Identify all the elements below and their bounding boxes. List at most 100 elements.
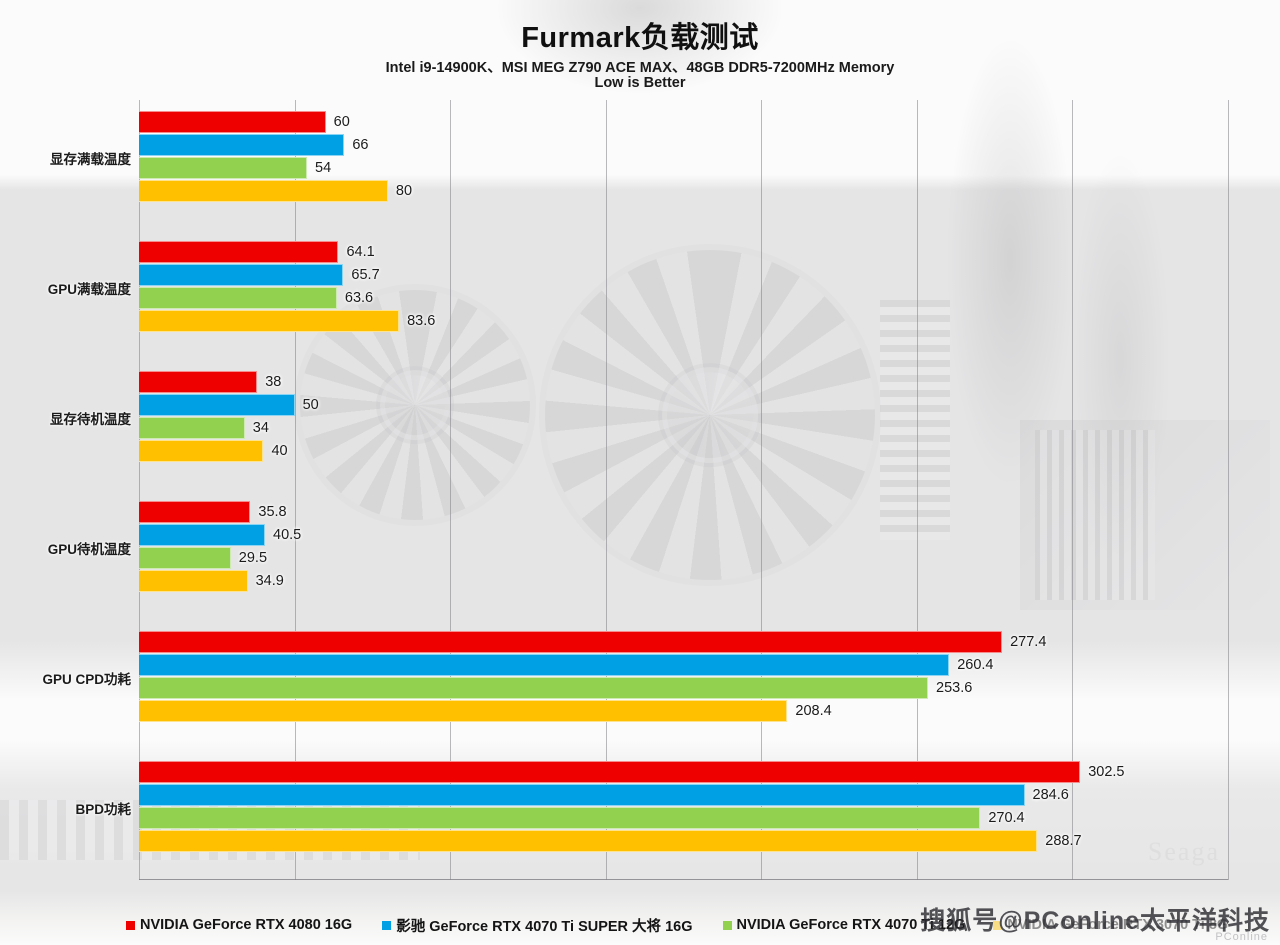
- bar[interactable]: [139, 440, 264, 462]
- legend-item-0[interactable]: NVIDIA GeForce RTX 4080 16G: [126, 917, 352, 933]
- bar-row: 34.9: [139, 570, 1228, 592]
- bar[interactable]: [139, 547, 231, 569]
- bar-value-label: 54: [315, 160, 332, 176]
- bar-row: 63.6: [139, 287, 1228, 309]
- bar-value-label: 40: [271, 443, 288, 459]
- bar-row: 80: [139, 180, 1228, 202]
- bar[interactable]: [139, 631, 1003, 653]
- bar-row: 38: [139, 371, 1228, 393]
- y-axis-category-label: BPD功耗: [75, 802, 131, 817]
- bar[interactable]: [139, 524, 265, 546]
- bar-value-label: 65.7: [351, 267, 380, 283]
- y-axis-category-label: 显存待机温度: [50, 412, 131, 427]
- bar[interactable]: [139, 677, 929, 699]
- plot-area: 050100150200250300350显存满载温度60665480GPU满载…: [42, 100, 1229, 880]
- bar-row: 34: [139, 417, 1228, 439]
- bar-value-label: 34: [252, 420, 269, 436]
- bar-value-label: 270.4: [988, 810, 1025, 826]
- bar-row: 35.8: [139, 501, 1228, 523]
- chart-note: Low is Better: [594, 75, 686, 91]
- bar-value-label: 80: [395, 183, 413, 199]
- bar-row: 66: [139, 134, 1228, 156]
- bar-group: GPU满载温度 64.1 65.7 63.6 83.6: [48, 241, 1228, 333]
- bar-value-label: 50: [302, 397, 319, 413]
- bar[interactable]: [139, 241, 339, 263]
- bar-value-label: 253.6: [936, 680, 973, 696]
- legend-swatch: [993, 920, 1003, 930]
- legend-label: 影驰 GeForce RTX 4070 Ti SUPER 大将 16G: [396, 918, 693, 935]
- bar-row: 208.4: [139, 700, 1228, 722]
- legend-item-3[interactable]: NVIDIA GeForce RTX 3070 Ti 8G: [993, 917, 1228, 933]
- bar[interactable]: [139, 157, 308, 179]
- y-axis-category-label: GPU满载温度: [47, 282, 131, 297]
- legend-label: NVIDIA GeForce RTX 4070 Ti 12G: [736, 917, 966, 933]
- y-axis-category-label: GPU CPD功耗: [42, 672, 131, 687]
- bar[interactable]: [139, 784, 1025, 806]
- bar-value-label: 63.6: [344, 290, 374, 306]
- bar[interactable]: [139, 761, 1081, 783]
- bar-row: 40: [139, 440, 1228, 462]
- legend-swatch: [722, 920, 732, 930]
- bar-value-label: 60: [333, 114, 350, 130]
- bar-row: 260.4: [139, 654, 1228, 676]
- bar-value-label: 208.4: [795, 703, 832, 719]
- x-axis-line: [139, 879, 1228, 880]
- bar[interactable]: [139, 264, 344, 286]
- bar-row: 29.5: [139, 547, 1228, 569]
- bar-group: 显存待机温度 38 50 34 40: [50, 371, 1228, 463]
- bar[interactable]: [139, 700, 788, 722]
- bar-row: 288.7: [139, 830, 1228, 852]
- legend-swatch: [382, 920, 392, 930]
- bar-value-label: 288.7: [1045, 833, 1082, 849]
- bar[interactable]: [139, 501, 251, 523]
- bar[interactable]: [139, 830, 1038, 852]
- bar-row: 277.4: [139, 631, 1228, 653]
- bar-row: 302.5: [139, 761, 1228, 783]
- bar[interactable]: [139, 807, 981, 829]
- bar-value-label: 35.8: [258, 504, 287, 520]
- chart-subtitle: Intel i9-14900K、MSI MEG Z790 ACE MAX、48G…: [385, 60, 895, 76]
- bar[interactable]: [139, 394, 295, 416]
- bar[interactable]: [139, 570, 248, 592]
- bar[interactable]: [139, 134, 345, 156]
- bar-row: 50: [139, 394, 1228, 416]
- legend-swatch: [126, 920, 135, 930]
- bar-row: 40.5: [139, 524, 1228, 546]
- bar-row: 83.6: [139, 310, 1228, 332]
- bar[interactable]: [139, 371, 258, 393]
- bar-row: 270.4: [139, 807, 1228, 829]
- bar[interactable]: [139, 287, 337, 309]
- bar-row: 54: [139, 157, 1228, 179]
- chart-legend: NVIDIA GeForce RTX 4080 16G 影驰 GeForce RT…: [0, 911, 1280, 939]
- gridline: [1228, 100, 1229, 880]
- legend-item-2[interactable]: NVIDIA GeForce RTX 4070 Ti 12G: [722, 917, 966, 933]
- bar-value-label: 29.5: [238, 550, 268, 566]
- bar-value-label: 260.4: [957, 657, 994, 673]
- bar-row: 284.6: [139, 784, 1228, 806]
- chart-title: Furmark负载测试: [521, 22, 759, 54]
- bar-value-label: 83.6: [407, 313, 436, 329]
- legend-item-1[interactable]: 影驰 GeForce RTX 4070 Ti SUPER 大将 16G: [382, 915, 693, 936]
- bar-value-label: 64.1: [346, 244, 375, 260]
- bar-row: 253.6: [139, 677, 1228, 699]
- bar-group: BPD功耗 302.5 284.6 270.4 288.7: [75, 761, 1228, 853]
- bar[interactable]: [139, 111, 326, 133]
- bar[interactable]: [139, 310, 400, 332]
- bar-group: 显存满载温度 60 66 54 80: [50, 111, 1228, 203]
- bar[interactable]: [139, 180, 388, 202]
- bar-group: GPU待机温度 35.8 40.5 29.5 34.9: [48, 501, 1228, 593]
- bar-value-label: 38: [265, 374, 282, 390]
- y-axis-category-label: GPU待机温度: [47, 542, 131, 557]
- bar-value-label: 40.5: [273, 527, 302, 543]
- bar-row: 64.1: [139, 241, 1228, 263]
- bar-group: GPU CPD功耗 277.4 260.4 253.6 208.4: [42, 631, 1228, 723]
- bar[interactable]: [139, 417, 245, 439]
- y-axis-category-label: 显存满载温度: [50, 152, 131, 167]
- legend-label: NVIDIA GeForce RTX 3070 Ti 8G: [1007, 917, 1229, 933]
- legend-label: NVIDIA GeForce RTX 4080 16G: [140, 917, 353, 933]
- bar-value-label: 302.5: [1088, 764, 1125, 780]
- bar[interactable]: [139, 654, 950, 676]
- bar-value-label: 284.6: [1032, 787, 1069, 803]
